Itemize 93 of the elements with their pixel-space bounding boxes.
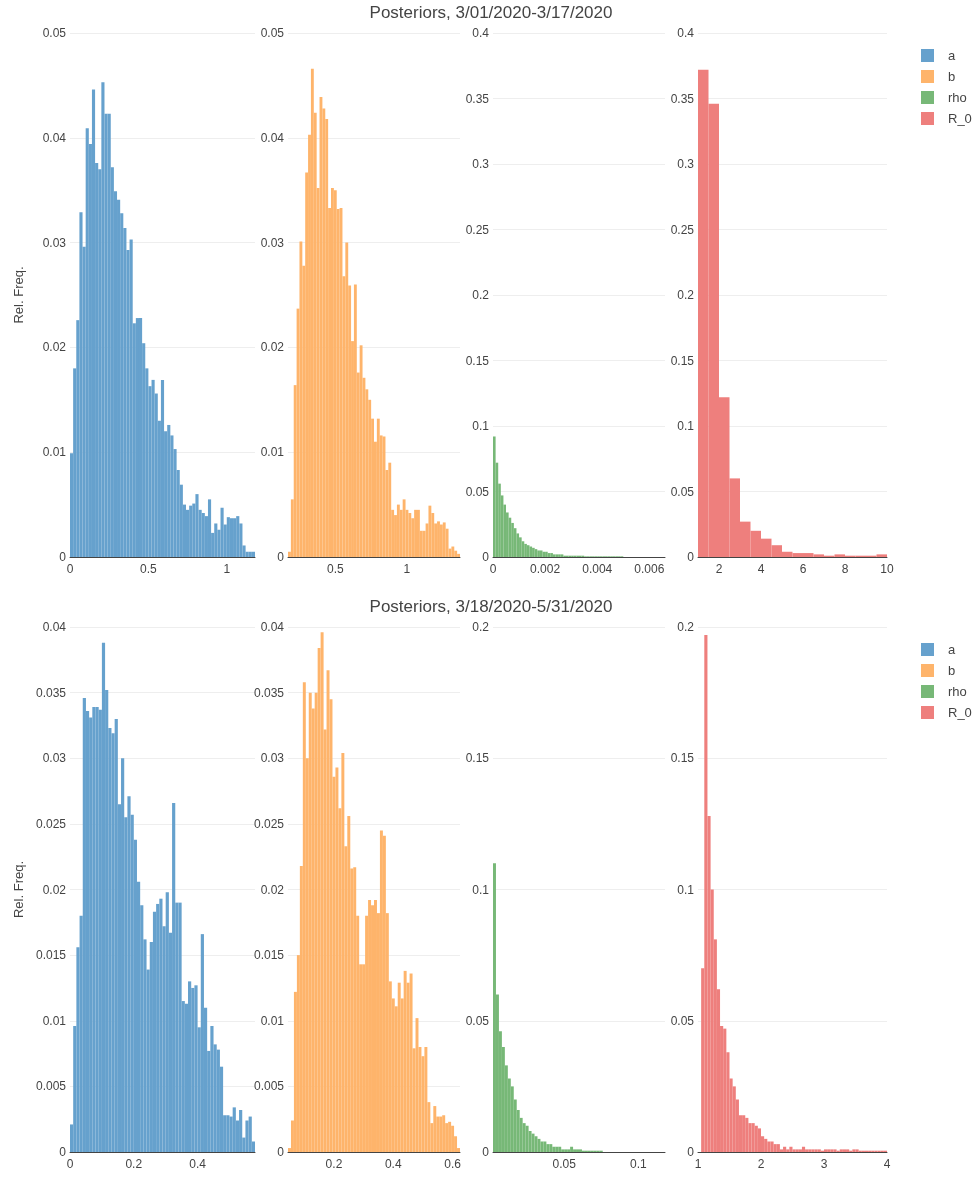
- x-tick-label: 0.2: [325, 1157, 343, 1171]
- x-tick-label: 2: [757, 1157, 765, 1171]
- y-tick-label: 0: [687, 1145, 695, 1159]
- y-tick-label: 0.1: [472, 882, 490, 897]
- y-tick-label: 0: [277, 550, 285, 564]
- x-tick-label: 0.05: [552, 1157, 577, 1171]
- y-axis-title: Rel. Freq.: [11, 860, 26, 919]
- x-tick-label: 0.4: [189, 1157, 207, 1171]
- y-tick-label: 0.1: [677, 419, 695, 433]
- y-axis-title: Rel. Freq.: [11, 266, 26, 324]
- y-tick-label: 0.35: [465, 91, 490, 106]
- y-tick-label: 0.1: [677, 882, 695, 897]
- y-tick-label: 0.03: [42, 235, 67, 250]
- x-tick-label: 0.5: [140, 562, 158, 576]
- y-tick-label: 0: [687, 550, 695, 564]
- y-tick-label: 0.04: [260, 620, 285, 634]
- y-tick-label: 0.4: [677, 26, 695, 40]
- y-tick-label: 0.05: [42, 26, 67, 40]
- y-tick-label: 0.025: [35, 816, 67, 831]
- y-tick-label: 0.02: [260, 340, 285, 355]
- chart-title: Posteriors, 3/01/2020-3/17/2020: [369, 3, 613, 23]
- y-tick-label: 0.04: [260, 130, 285, 145]
- y-tick-label: 0.005: [35, 1079, 67, 1094]
- y-tick-label: 0.015: [253, 948, 285, 963]
- y-tick-label: 0.01: [260, 1013, 285, 1028]
- y-tick-label: 0.25: [465, 222, 490, 237]
- y-tick-label: 0: [482, 550, 490, 564]
- y-tick-label: 0: [277, 1145, 285, 1159]
- legend-label: a: [948, 642, 956, 657]
- x-tick-label: 0.004: [582, 562, 613, 576]
- y-tick-label: 0.03: [260, 235, 285, 250]
- legend-label: rho: [948, 684, 967, 699]
- legend-label: R_0: [948, 111, 972, 126]
- x-tick-label: 8: [841, 562, 849, 576]
- y-tick-label: 0.15: [465, 751, 490, 766]
- y-tick-label: 0.03: [260, 751, 285, 766]
- y-tick-label: 0.01: [42, 1013, 67, 1028]
- y-tick-label: 0.02: [260, 882, 285, 897]
- y-tick-label: 0.03: [42, 751, 67, 766]
- y-tick-label: 0.2: [472, 620, 490, 634]
- y-tick-label: 0.4: [472, 26, 490, 40]
- y-tick-label: 0.2: [677, 288, 695, 302]
- y-tick-label: 0.04: [42, 620, 67, 634]
- y-tick-label: 0.35: [670, 91, 695, 106]
- y-tick-label: 0.015: [35, 948, 67, 963]
- x-tick-label: 0.2: [125, 1157, 143, 1171]
- y-tick-label: 0.05: [260, 26, 285, 40]
- y-tick-label: 0.035: [253, 685, 285, 700]
- x-tick-label: 0.4: [384, 1157, 402, 1171]
- y-tick-label: 0.04: [42, 130, 67, 145]
- legend-label: a: [948, 48, 956, 63]
- x-tick-label: 1: [403, 562, 411, 576]
- y-tick-label: 0.02: [42, 882, 67, 897]
- y-tick-label: 0.05: [670, 1013, 695, 1028]
- y-tick-label: 0.1: [472, 419, 490, 433]
- y-tick-label: 0.25: [670, 222, 695, 237]
- legend-label: b: [948, 663, 956, 678]
- x-tick-label: 6: [799, 562, 807, 576]
- y-tick-label: 0: [482, 1145, 490, 1159]
- x-tick-label: 1: [694, 1157, 702, 1171]
- y-tick-label: 0.01: [42, 445, 67, 460]
- y-tick-label: 0.2: [677, 620, 695, 634]
- y-tick-label: 0: [59, 550, 67, 564]
- y-tick-label: 0.035: [35, 685, 67, 700]
- y-tick-label: 0.01: [260, 445, 285, 460]
- y-tick-label: 0.02: [42, 340, 67, 355]
- y-tick-label: 0.05: [465, 1013, 490, 1028]
- x-tick-label: 3: [820, 1157, 828, 1171]
- y-tick-label: 0.3: [472, 157, 490, 171]
- x-tick-label: 4: [757, 562, 765, 576]
- x-tick-label: 2: [715, 562, 723, 576]
- y-tick-label: 0.3: [677, 157, 695, 171]
- x-tick-label: 0.6: [444, 1157, 462, 1171]
- x-tick-label: 4: [883, 1157, 891, 1171]
- y-tick-label: 0: [59, 1145, 67, 1159]
- legend-label: rho: [948, 90, 967, 105]
- y-tick-label: 0.05: [465, 484, 490, 499]
- y-tick-label: 0.15: [465, 353, 490, 368]
- legend-label: R_0: [948, 705, 972, 720]
- chart-title: Posteriors, 3/18/2020-5/31/2020: [369, 597, 613, 617]
- y-tick-label: 0.025: [253, 816, 285, 831]
- x-tick-label: 1: [223, 562, 231, 576]
- y-tick-label: 0.2: [472, 288, 490, 302]
- x-tick-label: 10: [880, 562, 894, 576]
- y-tick-label: 0.15: [670, 353, 695, 368]
- x-tick-label: 0.002: [530, 562, 561, 576]
- x-tick-label: 0.1: [629, 1157, 647, 1171]
- x-tick-label: 0.5: [326, 562, 344, 576]
- x-tick-label: 0.006: [634, 562, 665, 576]
- y-tick-label: 0.05: [670, 484, 695, 499]
- y-tick-label: 0.15: [670, 751, 695, 766]
- legend-label: b: [948, 69, 956, 84]
- y-tick-label: 0.005: [253, 1079, 285, 1094]
